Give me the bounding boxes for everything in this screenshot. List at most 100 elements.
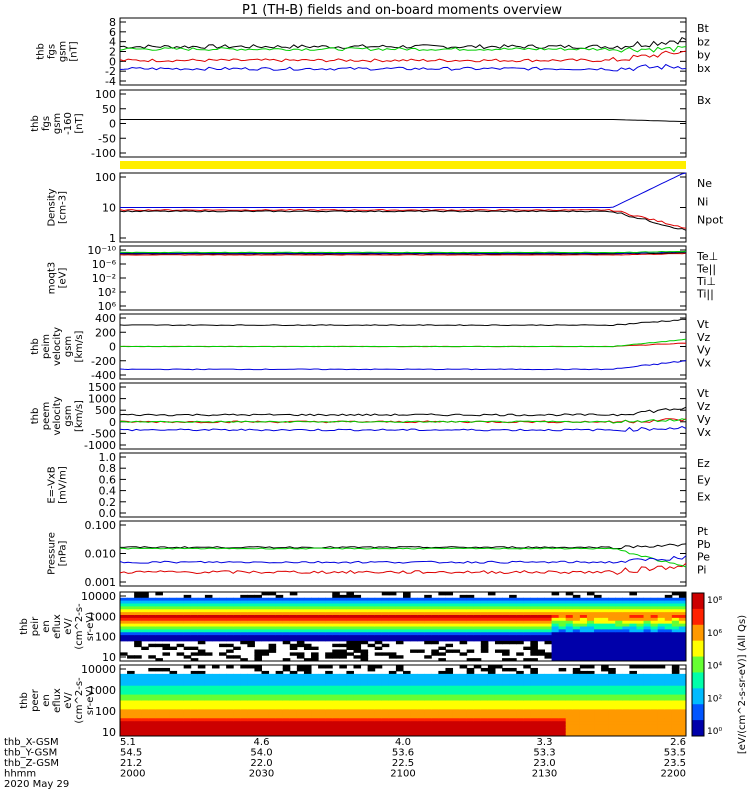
heatmap-cell <box>466 638 475 642</box>
heatmap-cell <box>190 679 199 684</box>
heatmap-cell <box>155 727 163 731</box>
heatmap-cell <box>594 724 602 728</box>
heatmap-cell <box>233 682 241 687</box>
heatmap-cell <box>233 620 241 625</box>
heatmap-cell <box>346 685 354 690</box>
heatmap-cell <box>360 727 369 731</box>
heatmap-cell <box>664 688 673 693</box>
heatmap-cell <box>282 712 291 716</box>
heatmap-cell <box>410 620 418 625</box>
heatmap-cell <box>494 676 503 681</box>
heatmap-cell <box>226 718 234 722</box>
heatmap-cell <box>502 626 510 630</box>
heatmap-cell <box>367 679 376 684</box>
heatmap-cell <box>459 679 468 684</box>
date-label: 2020 May 29 <box>4 779 69 790</box>
heatmap-cell <box>417 694 425 699</box>
heatmap-cell <box>530 658 538 662</box>
heatmap-cell <box>247 638 255 642</box>
heatmap-cell <box>296 733 305 737</box>
heatmap-cell <box>579 635 588 639</box>
heatmap-cell <box>325 603 333 607</box>
heatmap-cell <box>608 682 616 687</box>
legend-Vt: Vt <box>697 387 710 400</box>
ytick-label: 10⁻¹⁰ <box>87 244 116 257</box>
heatmap-cell <box>544 724 553 728</box>
heatmap-cell <box>339 643 347 648</box>
heatmap-cell <box>325 665 333 669</box>
heatmap-cell <box>431 612 439 616</box>
heatmap-cell <box>572 733 581 737</box>
heatmap-cell <box>374 697 383 701</box>
heatmap-cell <box>509 727 517 731</box>
heatmap-cell <box>671 597 680 602</box>
heatmap-cell <box>381 615 390 619</box>
heatmap-cell <box>466 609 475 613</box>
heatmap-cell <box>240 697 248 701</box>
heatmap-cell <box>303 703 312 707</box>
heatmap-cell <box>678 594 687 599</box>
heatmap-cell <box>431 597 439 602</box>
heatmap-cell <box>353 697 362 701</box>
heatmap-cell <box>424 703 432 707</box>
heatmap-cell <box>629 597 637 602</box>
heatmap-cell <box>190 712 199 716</box>
heatmap-cell <box>134 640 142 645</box>
heatmap-cell <box>162 706 171 710</box>
heatmap-cell <box>601 623 609 627</box>
heatmap-cell <box>480 727 489 731</box>
heatmap-cell <box>487 623 496 627</box>
heatmap-cell <box>565 615 574 619</box>
heatmap-cell <box>544 676 553 681</box>
heatmap-cell <box>162 632 171 636</box>
heatmap-cell <box>190 638 199 642</box>
heatmap-cell <box>502 703 510 707</box>
heatmap-cell <box>381 603 390 607</box>
heatmap-cell <box>120 733 128 737</box>
heatmap-cell <box>240 715 248 719</box>
heatmap-cell <box>204 682 213 687</box>
heatmap-cell <box>650 730 659 734</box>
heatmap-cell <box>155 706 163 710</box>
heatmap-cell <box>120 620 128 625</box>
heatmap-cell <box>558 712 567 716</box>
heatmap-cell <box>211 638 220 642</box>
heatmap-cell <box>127 603 135 607</box>
heatmap-cell <box>615 730 623 734</box>
heatmap-cell <box>261 715 270 719</box>
heatmap-cell <box>183 685 192 690</box>
heatmap-cell <box>176 703 185 707</box>
heatmap-cell <box>219 730 227 734</box>
heatmap-cell <box>601 649 609 653</box>
heatmap-cell <box>643 629 652 633</box>
heatmap-cell <box>254 615 262 619</box>
heatmap-cell <box>332 629 340 633</box>
heatmap-cell <box>558 685 567 690</box>
heatmap-cell <box>445 615 454 619</box>
heatmap-cell <box>643 620 652 625</box>
heatmap-cell <box>657 733 666 737</box>
heatmap-cell <box>360 700 369 704</box>
heatmap-cell <box>395 665 404 669</box>
legend-Ti⊥: Ti⊥ <box>696 275 716 288</box>
heatmap-cell <box>240 691 248 696</box>
xaxis-value: 3.3 <box>537 737 553 748</box>
xaxis-value: 22.0 <box>250 758 272 769</box>
heatmap-cell <box>219 724 227 728</box>
heatmap-cell <box>381 715 390 719</box>
legend-Pe: Pe <box>697 551 710 564</box>
heatmap-cell <box>664 700 673 704</box>
heatmap-cell <box>410 673 418 678</box>
heatmap-cell <box>509 597 517 602</box>
heatmap-cell <box>572 612 581 616</box>
heatmap-cell <box>615 676 623 681</box>
heatmap-cell <box>551 712 560 716</box>
heatmap-cell <box>671 609 680 613</box>
heatmap-cell <box>325 718 333 722</box>
heatmap-cell <box>445 679 454 684</box>
heatmap-cell <box>296 606 305 610</box>
heatmap-cell <box>311 682 319 687</box>
heatmap-cell <box>544 603 553 607</box>
heatmap-cell <box>608 652 616 656</box>
